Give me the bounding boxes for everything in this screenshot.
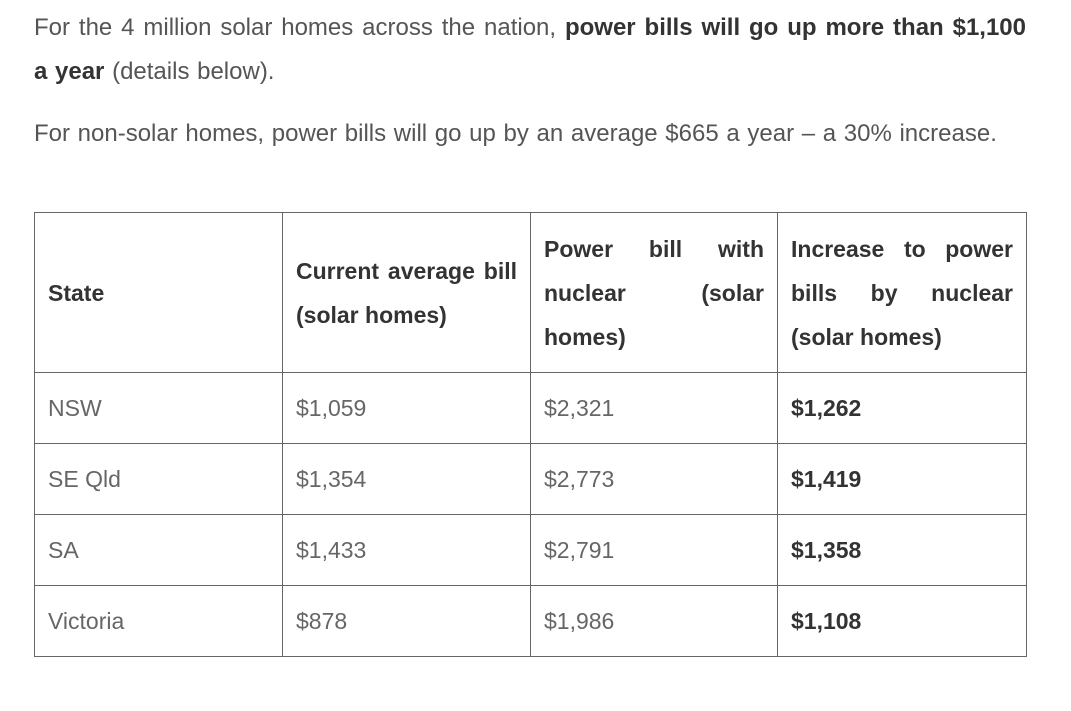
cell-state: SA bbox=[34, 514, 283, 586]
table-row: SA $1,433 $2,791 $1,358 bbox=[34, 514, 1027, 586]
header-current-bill: Current average bill (solar homes) bbox=[282, 212, 531, 373]
cell-state: Victoria bbox=[34, 585, 283, 657]
header-increase: Increase to power bills by nuclear (sola… bbox=[777, 212, 1027, 373]
cell-increase: $1,419 bbox=[777, 443, 1027, 515]
non-solar-homes-paragraph: For non-solar homes, power bills will go… bbox=[34, 120, 997, 147]
cell-nuclear-bill: $1,986 bbox=[530, 585, 778, 657]
bold-highlight: power bills will go up more than $1,100 … bbox=[34, 14, 1026, 85]
cell-current-bill: $1,354 bbox=[282, 443, 531, 515]
paragraph-text: (details below). bbox=[104, 58, 275, 85]
table-header-row: State Current average bill (solar homes)… bbox=[34, 212, 1027, 373]
cell-nuclear-bill: $2,773 bbox=[530, 443, 778, 515]
cell-state: NSW bbox=[34, 372, 283, 444]
solar-homes-paragraph: For the 4 million solar homes across the… bbox=[34, 6, 1026, 94]
cell-increase: $1,358 bbox=[777, 514, 1027, 586]
header-state: State bbox=[34, 212, 283, 373]
header-nuclear-bill: Power bill with nuclear (solar homes) bbox=[530, 212, 778, 373]
cell-current-bill: $1,433 bbox=[282, 514, 531, 586]
table-row: Victoria $878 $1,986 $1,108 bbox=[34, 585, 1027, 657]
cell-state: SE Qld bbox=[34, 443, 283, 515]
article-body: For the 4 million solar homes across the… bbox=[34, 6, 1027, 657]
table-row: NSW $1,059 $2,321 $1,262 bbox=[34, 372, 1027, 444]
paragraph-text: For the 4 million solar homes across the… bbox=[34, 14, 565, 41]
power-bills-table: State Current average bill (solar homes)… bbox=[34, 212, 1027, 657]
cell-nuclear-bill: $2,791 bbox=[530, 514, 778, 586]
cell-increase: $1,108 bbox=[777, 585, 1027, 657]
cell-current-bill: $1,059 bbox=[282, 372, 531, 444]
cell-current-bill: $878 bbox=[282, 585, 531, 657]
cell-increase: $1,262 bbox=[777, 372, 1027, 444]
cell-nuclear-bill: $2,321 bbox=[530, 372, 778, 444]
table-row: SE Qld $1,354 $2,773 $1,419 bbox=[34, 443, 1027, 515]
